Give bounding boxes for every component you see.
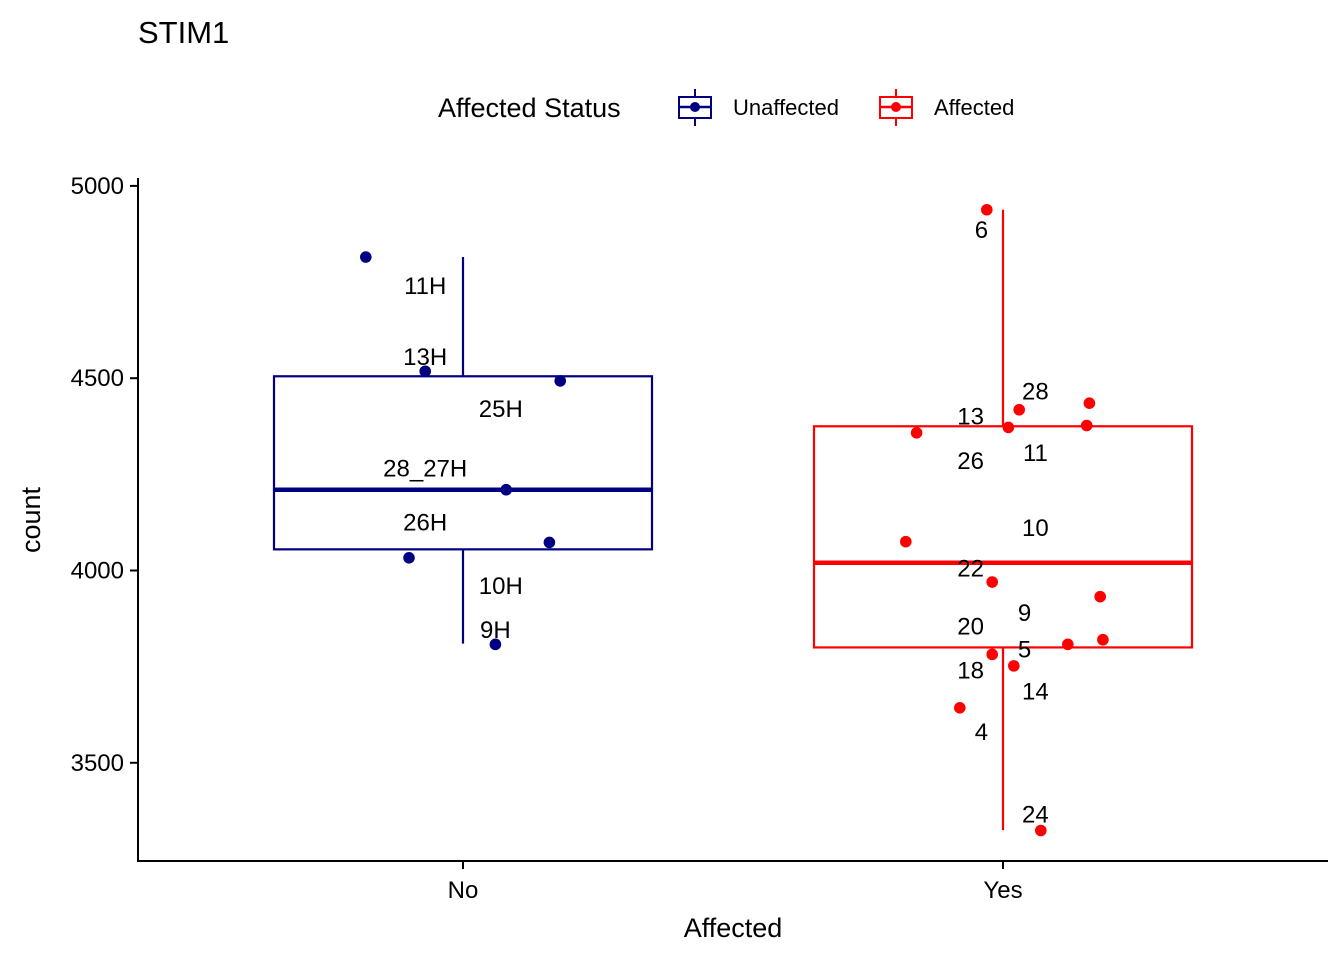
point-label: 20 <box>957 613 984 640</box>
data-point <box>360 251 372 263</box>
point-label: 5 <box>1018 636 1031 663</box>
y-tick-label: 4500 <box>71 365 124 392</box>
box-body <box>272 375 654 551</box>
point-label: 26H <box>403 509 447 536</box>
point-label: 24 <box>1022 802 1049 829</box>
point-label: 11H <box>404 273 446 300</box>
data-point <box>554 375 566 387</box>
data-point <box>986 648 998 661</box>
data-point <box>1094 590 1106 603</box>
x-axis-title: Affected <box>684 913 783 943</box>
x-tick-label: Yes <box>983 877 1022 904</box>
point-labels: 11H 13H 25H 28_27H 26H 10H 9H 6 28 13 26 11 10 22 9 20 5… <box>383 217 1049 829</box>
legend-key-affected <box>879 89 913 126</box>
point-label: 13H <box>403 344 447 371</box>
point-label: 11 <box>1023 440 1048 467</box>
data-point <box>981 203 993 216</box>
data-point <box>910 427 923 439</box>
chart-title: STIM1 <box>138 15 229 50</box>
data-point <box>1097 633 1109 646</box>
data-point <box>489 638 502 651</box>
point-label: 10H <box>479 573 523 600</box>
data-point <box>1062 638 1074 651</box>
y-tick-label: 5000 <box>71 173 124 200</box>
point-label: 13 <box>957 404 984 431</box>
x-axis: No Yes <box>138 860 1328 904</box>
box-no <box>272 257 654 644</box>
data-point <box>419 365 432 378</box>
legend-key-unaffected <box>678 89 712 126</box>
data-point <box>543 536 556 549</box>
y-tick-label: 3500 <box>71 750 124 777</box>
data-point <box>986 576 998 588</box>
point-label: 6 <box>975 217 988 244</box>
point-label: 10 <box>1022 515 1049 542</box>
box-body <box>812 425 1194 649</box>
point-label: 14 <box>1022 679 1049 706</box>
box-yes <box>812 209 1194 831</box>
point-label: 25H <box>479 396 523 423</box>
data-point <box>1002 421 1015 434</box>
point-label: 28_27H <box>383 456 467 483</box>
data-point <box>1035 824 1047 837</box>
x-tick-label: No <box>448 877 479 904</box>
point-label: 4 <box>975 719 988 746</box>
legend-label-unaffected: Unaffected <box>733 95 839 120</box>
boxes <box>272 209 1194 831</box>
legend-label-affected: Affected <box>934 95 1014 120</box>
legend: Affected Status Unaffected Affected <box>438 89 1014 126</box>
point-label: 28 <box>1022 379 1049 406</box>
data-point <box>1008 660 1020 672</box>
point-label: 22 <box>957 556 984 583</box>
data-point <box>900 535 912 548</box>
point-label: 9 <box>1018 600 1031 627</box>
data-point <box>1083 397 1096 409</box>
y-tick-label: 4000 <box>71 558 124 585</box>
point-label: 18 <box>957 657 984 684</box>
data-point <box>500 483 512 496</box>
data-point <box>1013 403 1025 416</box>
data-point <box>403 552 415 564</box>
point-label: 9H <box>480 617 511 644</box>
y-axis: 3500 4000 4500 5000 <box>71 173 139 862</box>
point-label: 26 <box>957 448 984 475</box>
legend-title: Affected Status <box>438 93 621 123</box>
y-axis-title: count <box>16 486 46 553</box>
points <box>360 203 1109 837</box>
data-point <box>954 702 966 714</box>
data-point <box>1080 419 1093 432</box>
